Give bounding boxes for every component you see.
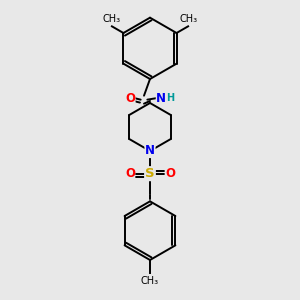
Text: CH₃: CH₃: [180, 14, 198, 24]
Text: H: H: [167, 93, 175, 103]
Text: S: S: [145, 167, 155, 180]
Text: O: O: [125, 92, 135, 104]
Text: N: N: [145, 145, 155, 158]
Text: O: O: [125, 167, 135, 180]
Text: N: N: [156, 92, 166, 104]
Text: O: O: [165, 167, 175, 180]
Text: CH₃: CH₃: [141, 276, 159, 286]
Text: CH₃: CH₃: [102, 14, 120, 24]
